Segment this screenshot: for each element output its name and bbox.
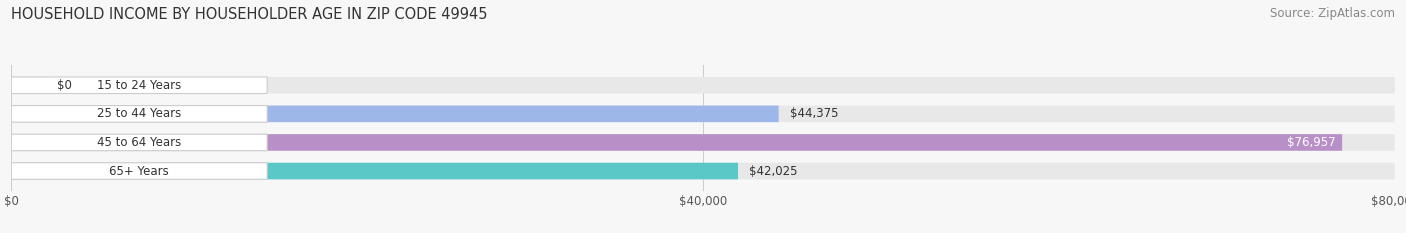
- Text: $42,025: $42,025: [749, 164, 797, 178]
- FancyBboxPatch shape: [11, 77, 46, 94]
- FancyBboxPatch shape: [11, 77, 267, 94]
- FancyBboxPatch shape: [11, 163, 1395, 179]
- Text: $0: $0: [56, 79, 72, 92]
- FancyBboxPatch shape: [11, 134, 1343, 151]
- Text: $44,375: $44,375: [790, 107, 838, 120]
- FancyBboxPatch shape: [11, 77, 1395, 94]
- Text: Source: ZipAtlas.com: Source: ZipAtlas.com: [1270, 7, 1395, 20]
- FancyBboxPatch shape: [11, 134, 1395, 151]
- FancyBboxPatch shape: [11, 163, 267, 179]
- FancyBboxPatch shape: [11, 134, 267, 151]
- FancyBboxPatch shape: [11, 106, 1395, 122]
- Text: 25 to 44 Years: 25 to 44 Years: [97, 107, 181, 120]
- Text: HOUSEHOLD INCOME BY HOUSEHOLDER AGE IN ZIP CODE 49945: HOUSEHOLD INCOME BY HOUSEHOLDER AGE IN Z…: [11, 7, 488, 22]
- Text: $76,957: $76,957: [1286, 136, 1336, 149]
- FancyBboxPatch shape: [11, 106, 779, 122]
- Text: 15 to 24 Years: 15 to 24 Years: [97, 79, 181, 92]
- Text: 45 to 64 Years: 45 to 64 Years: [97, 136, 181, 149]
- Text: 65+ Years: 65+ Years: [110, 164, 169, 178]
- FancyBboxPatch shape: [11, 163, 738, 179]
- FancyBboxPatch shape: [11, 106, 267, 122]
